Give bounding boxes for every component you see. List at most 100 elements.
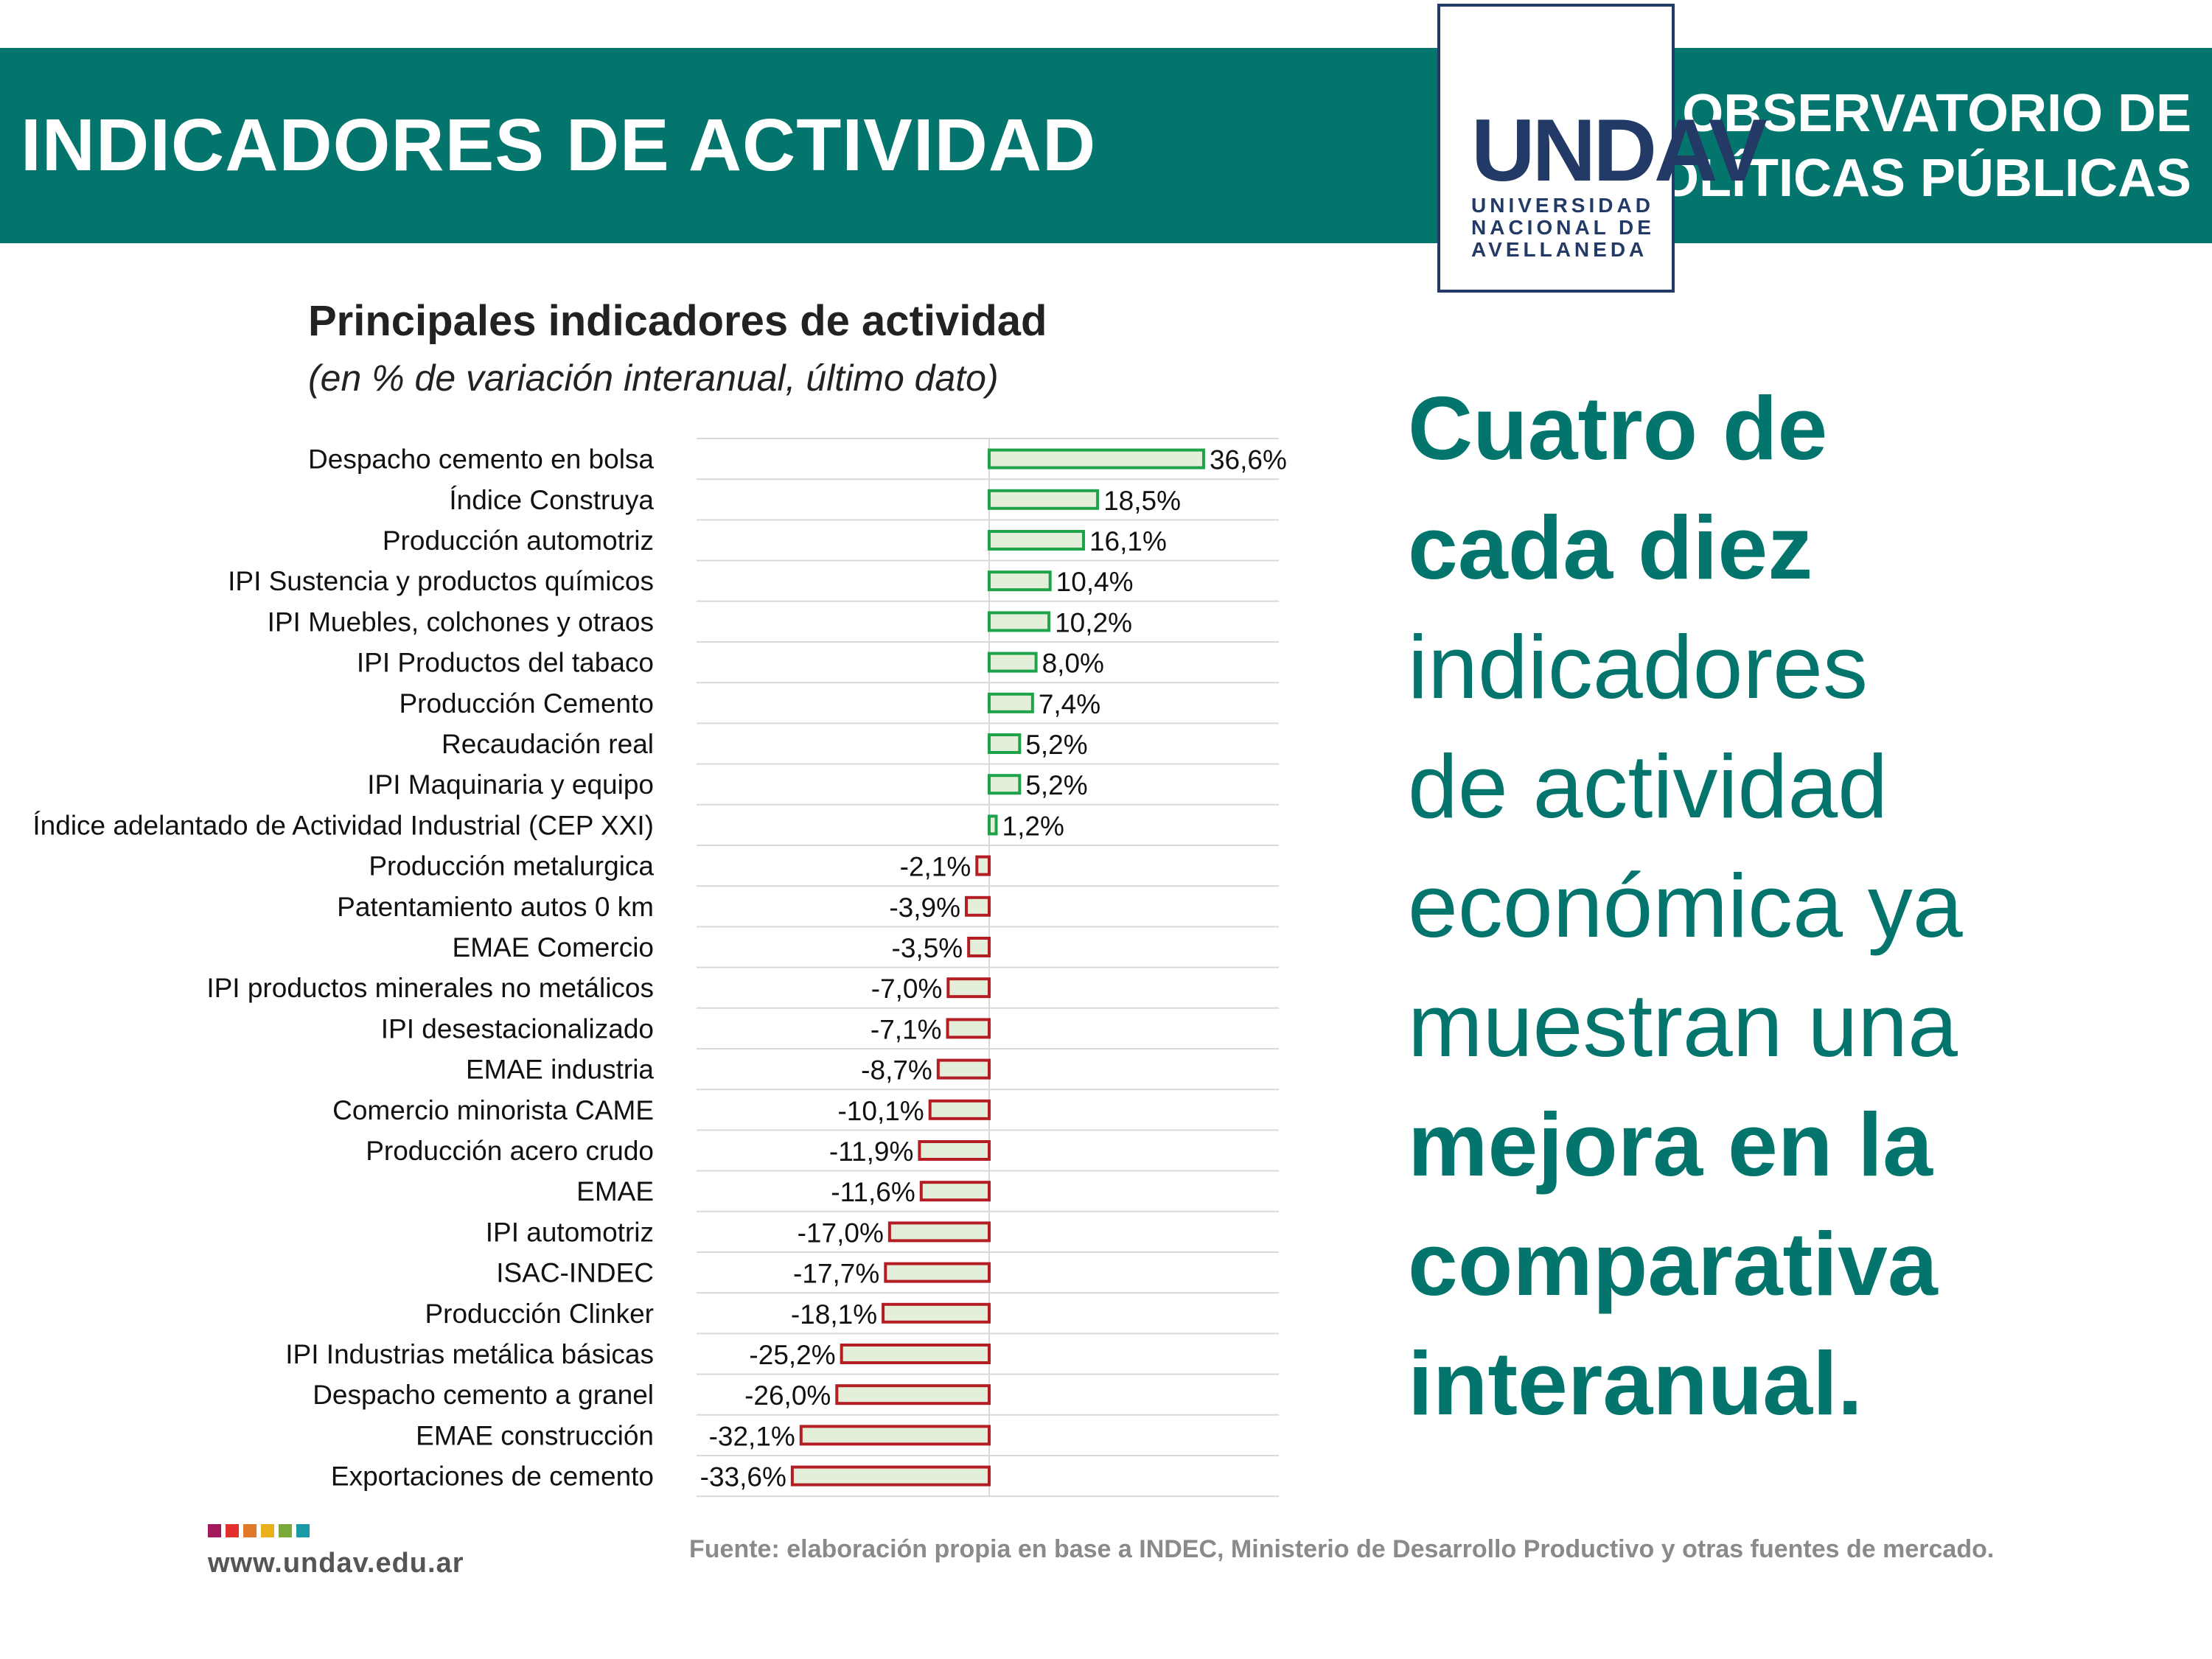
value-label: -17,0% (798, 1218, 884, 1248)
bar (988, 733, 1022, 754)
category-label: Índice Construya (449, 485, 654, 515)
headline-line3: indicadores (1408, 617, 1868, 717)
category-label: Despacho cemento en bolsa (308, 444, 654, 475)
headline-line4: de actividad (1408, 736, 1888, 837)
bar (884, 1262, 991, 1283)
category-label: Patentamiento autos 0 km (337, 892, 654, 922)
category-label: IPI Productos del tabaco (357, 648, 654, 678)
category-label: Exportaciones de cemento (331, 1461, 654, 1492)
bar (988, 774, 1022, 795)
value-label: -3,5% (892, 933, 963, 963)
value-label: -11,9% (829, 1136, 914, 1167)
value-label: 5,2% (1025, 730, 1087, 760)
bar (964, 895, 991, 917)
chart-subtitle: (en % de variación interanual, último da… (308, 357, 999, 399)
category-label: IPI productos minerales no metálicos (206, 973, 654, 1003)
value-label: -26,0% (744, 1380, 831, 1411)
category-label: Producción acero crudo (366, 1136, 654, 1166)
value-label: 10,2% (1055, 607, 1132, 638)
category-label: IPI Sustencia y productos químicos (228, 566, 654, 596)
bar (946, 977, 991, 999)
color-dot-1 (226, 1524, 239, 1537)
bar (988, 652, 1038, 673)
bar (936, 1058, 991, 1080)
value-label: 18,5% (1103, 486, 1181, 516)
header-band (0, 48, 2212, 243)
value-label: -8,7% (861, 1055, 932, 1086)
bar (967, 937, 991, 957)
logo-text: UNIVERSIDAD NACIONAL DE AVELLANEDA (1471, 195, 1655, 261)
bar (988, 814, 998, 836)
headline-line2: cada diez (1408, 497, 1813, 598)
category-label: Producción automotriz (383, 525, 654, 556)
headline-line6: muestran una (1408, 975, 1958, 1075)
bar (790, 1465, 991, 1487)
value-label: -2,1% (900, 852, 971, 882)
category-label: Despacho cemento a granel (313, 1380, 654, 1410)
color-dots (208, 1524, 314, 1541)
logo-line1: UNIVERSIDAD (1471, 194, 1654, 217)
observatorio-label: OBSERVATORIO DE POLÍTICAS PÚBLICAS (1622, 81, 2191, 211)
bar (918, 1140, 991, 1161)
headline-line1: Cuatro de (1408, 378, 1828, 478)
value-label: -3,9% (889, 893, 960, 923)
undav-logo: UNDAV UNIVERSIDAD NACIONAL DE AVELLANEDA (1437, 4, 1768, 293)
chart-title: Principales indicadores de actividad (308, 297, 1047, 345)
value-label: 16,1% (1089, 526, 1167, 556)
value-label: 5,2% (1025, 770, 1087, 800)
value-label: -25,2% (749, 1340, 835, 1370)
color-dot-3 (261, 1524, 274, 1537)
headline-line9: interanual. (1408, 1333, 1863, 1433)
value-label: 36,6% (1210, 445, 1287, 475)
value-label: -17,7% (793, 1259, 879, 1289)
category-label: IPI Maquinaria y equipo (367, 769, 654, 800)
category-label: IPI Industrias metálica básicas (285, 1339, 654, 1369)
value-label: -11,6% (831, 1177, 915, 1207)
color-dot-4 (279, 1524, 292, 1537)
value-label: 1,2% (1002, 811, 1064, 841)
category-label: Índice adelantado de Actividad Industria… (32, 810, 654, 840)
headline: Cuatro de cada diez indicadores de activ… (1408, 369, 2189, 1443)
category-label: Producción Cemento (399, 688, 654, 719)
observatorio-line1: OBSERVATORIO DE (1682, 84, 2191, 143)
category-label: Producción metalurgica (369, 851, 654, 881)
website-link[interactable]: www.undav.edu.ar (208, 1548, 464, 1579)
bar (840, 1344, 991, 1364)
headline-line8: comparativa (1408, 1214, 1938, 1314)
value-label: -10,1% (837, 1096, 924, 1126)
category-label: ISAC-INDEC (496, 1258, 654, 1288)
bar (988, 692, 1034, 713)
bar (988, 570, 1052, 592)
bar (919, 1181, 991, 1202)
value-label: -32,1% (709, 1421, 795, 1451)
bar (928, 1099, 991, 1120)
bar (835, 1384, 991, 1405)
category-label: IPI desestacionalizado (381, 1013, 654, 1044)
headline-line7: mejora en la (1408, 1094, 1933, 1195)
observatorio-line2: POLÍTICAS PÚBLICAS (1622, 149, 2191, 208)
category-label: IPI Muebles, colchones y otraos (268, 607, 654, 637)
value-label: 7,4% (1039, 689, 1100, 719)
bar (799, 1425, 991, 1446)
category-label: Recaudación real (442, 729, 654, 759)
category-label: IPI automotriz (486, 1217, 654, 1247)
category-label: Producción Clinker (425, 1299, 654, 1329)
category-label: EMAE industria (466, 1055, 654, 1085)
category-label: EMAE Comercio (453, 932, 654, 963)
value-label: -7,1% (871, 1014, 942, 1044)
color-dot-0 (208, 1524, 221, 1537)
value-label: -18,1% (791, 1299, 877, 1330)
bar (975, 855, 991, 876)
category-label: EMAE (576, 1176, 654, 1206)
category-label: EMAE construcción (416, 1420, 654, 1450)
bar (988, 611, 1051, 632)
value-label: -7,0% (871, 974, 943, 1004)
logo-line3: AVELLANEDA (1471, 238, 1648, 261)
value-label: 10,4% (1056, 567, 1134, 597)
page-title: INDICADORES DE ACTIVIDAD (21, 104, 1097, 186)
bar (946, 1018, 991, 1039)
bar (988, 489, 1100, 510)
value-label: 8,0% (1042, 649, 1104, 679)
value-label: -33,6% (700, 1462, 786, 1492)
